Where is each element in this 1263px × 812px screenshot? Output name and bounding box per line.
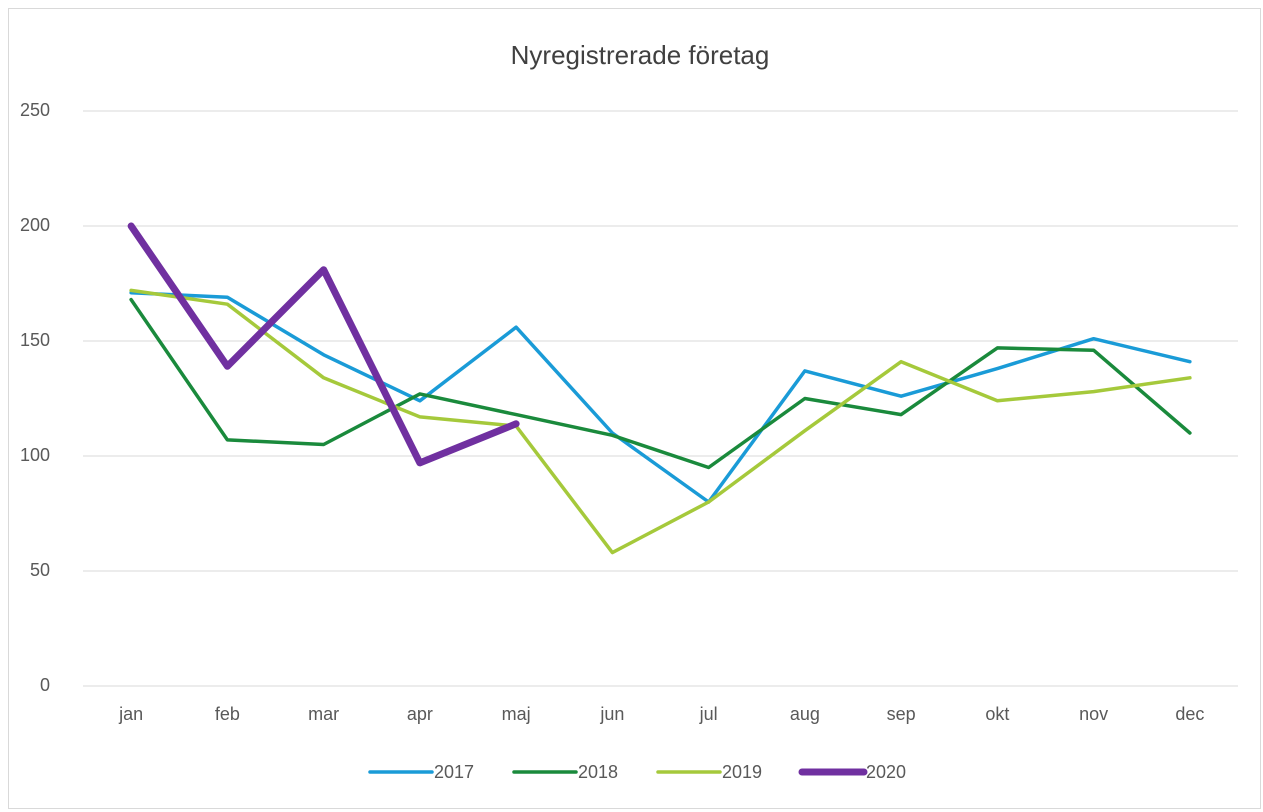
series-line	[127, 222, 520, 467]
legend-label: 2020	[866, 762, 906, 782]
legend-label: 2019	[722, 762, 762, 782]
x-tick-label: maj	[502, 704, 531, 724]
series-line	[129, 297, 1192, 470]
x-tick-label: dec	[1175, 704, 1204, 724]
y-tick-label: 0	[40, 675, 50, 695]
x-tick-label: jun	[599, 704, 624, 724]
x-tick-label: feb	[215, 704, 240, 724]
chart-border	[8, 8, 1261, 809]
series-line	[129, 290, 1192, 504]
x-tick-label: sep	[887, 704, 916, 724]
y-tick-label: 50	[30, 560, 50, 580]
y-tick-label: 200	[20, 215, 50, 235]
legend-label: 2017	[434, 762, 474, 782]
y-tick-label: 100	[20, 445, 50, 465]
x-tick-label: mar	[308, 704, 339, 724]
x-tick-label: nov	[1079, 704, 1108, 724]
series-line	[129, 288, 1192, 555]
x-tick-label: okt	[985, 704, 1009, 724]
x-tick-label: jan	[118, 704, 143, 724]
y-tick-label: 150	[20, 330, 50, 350]
x-tick-label: jul	[699, 704, 718, 724]
x-tick-label: aug	[790, 704, 820, 724]
legend-label: 2018	[578, 762, 618, 782]
x-tick-label: apr	[407, 704, 433, 724]
chart-title: Nyregistrerade företag	[511, 40, 770, 70]
y-tick-label: 250	[20, 100, 50, 120]
